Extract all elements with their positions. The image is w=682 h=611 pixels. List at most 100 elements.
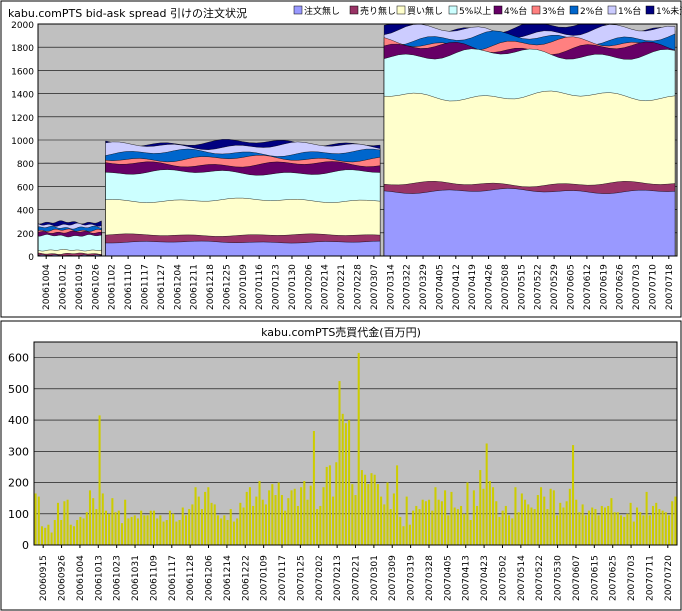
bar bbox=[619, 515, 623, 545]
bar bbox=[469, 520, 472, 545]
x-tick-label: 20061117 bbox=[168, 555, 178, 601]
bar bbox=[655, 502, 658, 545]
x-tick-label: 20070522 bbox=[535, 555, 545, 601]
x-tick-label: 20070328 bbox=[425, 555, 435, 601]
x-tick-label: 20061204 bbox=[173, 264, 183, 310]
bar bbox=[76, 520, 79, 545]
legend-swatch bbox=[293, 5, 303, 15]
x-tick-label: 20061013 bbox=[94, 555, 104, 601]
x-tick-label: 20061222 bbox=[241, 555, 251, 601]
bar bbox=[556, 515, 559, 545]
bar bbox=[667, 515, 671, 545]
bar bbox=[130, 516, 133, 545]
x-tick-label: 20070412 bbox=[452, 264, 462, 310]
bar bbox=[37, 496, 40, 545]
x-tick-label: 20070221 bbox=[337, 264, 347, 310]
bar bbox=[63, 501, 66, 545]
bar bbox=[149, 510, 152, 545]
bar bbox=[479, 470, 482, 545]
bar bbox=[146, 515, 149, 545]
bar bbox=[434, 487, 437, 545]
x-tick-label: 20070711 bbox=[645, 555, 655, 601]
bar bbox=[284, 510, 287, 545]
bar bbox=[268, 490, 271, 545]
bar bbox=[85, 512, 88, 545]
chart-title: kabu.comPTS売買代金(百万円) bbox=[261, 325, 421, 339]
y-tick-label: 1800 bbox=[11, 44, 34, 54]
x-tick-label: 20070322 bbox=[403, 264, 413, 310]
bar bbox=[629, 502, 632, 545]
x-tick-label: 20070228 bbox=[354, 264, 364, 310]
bar bbox=[322, 487, 325, 545]
bar bbox=[450, 491, 453, 545]
bar bbox=[524, 499, 527, 545]
y-tick-label: 500 bbox=[8, 383, 29, 396]
bar bbox=[476, 505, 479, 545]
bar bbox=[607, 505, 610, 545]
bar bbox=[136, 518, 139, 545]
bar bbox=[82, 518, 85, 545]
bar bbox=[242, 507, 245, 545]
bar bbox=[482, 488, 485, 545]
bar bbox=[488, 480, 491, 545]
y-tick-label: 1000 bbox=[11, 137, 34, 147]
bar bbox=[508, 515, 511, 545]
legend-label: 売り無し bbox=[360, 5, 396, 17]
bar bbox=[674, 496, 677, 545]
bar bbox=[306, 499, 309, 545]
x-tick-label: 20070309 bbox=[388, 555, 398, 601]
x-tick-label: 20070314 bbox=[386, 264, 396, 310]
bar bbox=[412, 510, 415, 545]
bar bbox=[421, 499, 424, 545]
bar bbox=[565, 501, 568, 545]
y-tick-label: 200 bbox=[8, 477, 29, 490]
bar bbox=[408, 524, 411, 545]
area-layer-1 bbox=[383, 188, 676, 257]
bar bbox=[245, 491, 248, 545]
bar bbox=[92, 498, 95, 545]
bar bbox=[210, 502, 213, 545]
x-tick-label: 20070329 bbox=[419, 264, 429, 310]
bar bbox=[220, 518, 223, 545]
bar bbox=[610, 498, 613, 545]
x-tick-label: 20070529 bbox=[550, 264, 560, 310]
bar bbox=[626, 513, 629, 545]
x-tick-label: 20070202 bbox=[315, 555, 325, 601]
legend-swatch bbox=[349, 5, 359, 15]
legend-swatch bbox=[396, 5, 406, 15]
bar bbox=[591, 507, 594, 545]
bar bbox=[632, 521, 635, 545]
bar bbox=[207, 487, 210, 545]
y-tick-label: 400 bbox=[17, 207, 34, 217]
bar bbox=[373, 474, 376, 545]
bar bbox=[546, 509, 549, 545]
bar bbox=[635, 507, 639, 545]
x-tick-label: 20060915 bbox=[39, 555, 49, 601]
bar bbox=[216, 515, 219, 545]
x-tick-label: 20070125 bbox=[296, 555, 306, 601]
bar bbox=[501, 510, 504, 545]
bar bbox=[527, 504, 530, 545]
x-tick-label: 20070703 bbox=[632, 264, 642, 310]
bar bbox=[72, 526, 76, 545]
x-tick-label: 20061004 bbox=[76, 555, 86, 601]
bar bbox=[613, 512, 616, 545]
bar bbox=[402, 526, 405, 545]
bar bbox=[616, 512, 619, 545]
bar bbox=[66, 499, 69, 545]
bar bbox=[498, 516, 501, 545]
y-tick-label: 300 bbox=[8, 445, 29, 458]
area-layer-1 bbox=[105, 240, 381, 257]
bar bbox=[600, 505, 603, 545]
bar bbox=[418, 509, 421, 545]
bar bbox=[623, 516, 626, 545]
x-tick-label: 20070710 bbox=[648, 264, 658, 310]
legend-label: 1%未満 bbox=[656, 5, 682, 17]
bar bbox=[229, 509, 232, 545]
x-tick-label: 20070109 bbox=[239, 264, 249, 310]
bar bbox=[191, 504, 194, 545]
x-tick-label: 20070405 bbox=[435, 264, 445, 310]
bar bbox=[533, 509, 536, 545]
x-tick-label: 20070109 bbox=[260, 555, 270, 601]
bar bbox=[194, 487, 197, 545]
